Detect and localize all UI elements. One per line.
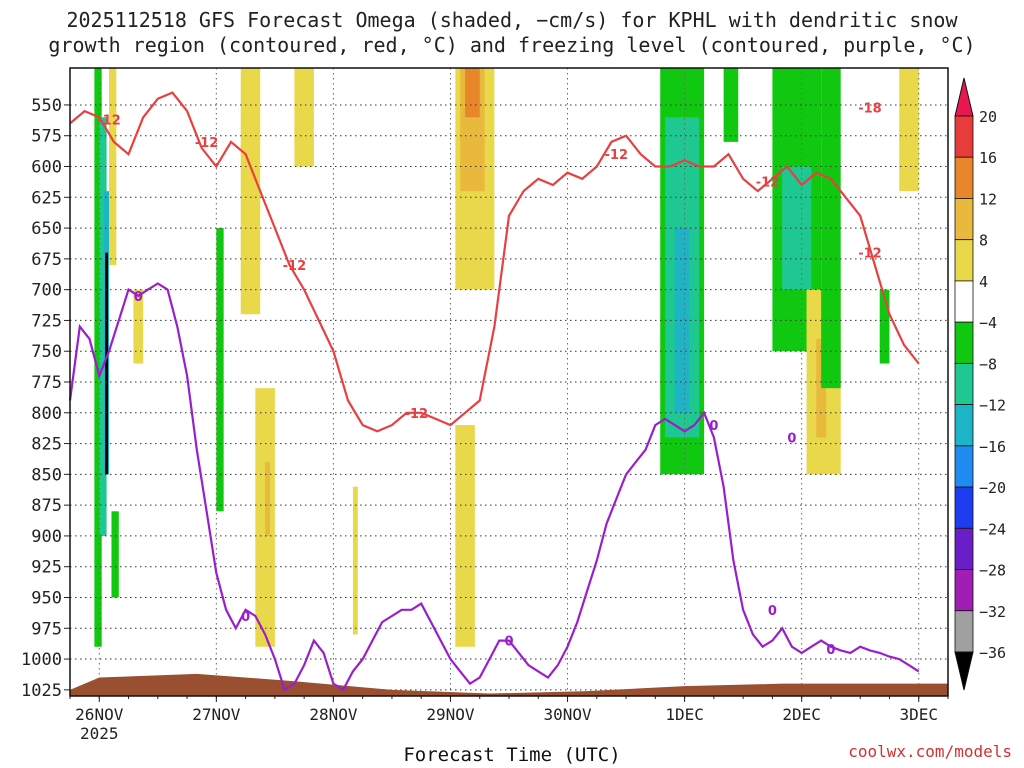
colorbar-box <box>954 362 974 406</box>
colorbar-bottom-arrow <box>954 651 974 691</box>
y-tick-label: 625 <box>31 188 62 208</box>
omega-shade-19 <box>674 228 690 413</box>
colorbar-box <box>954 239 974 282</box>
omega-shade-3 <box>105 252 109 475</box>
x-tick-label: 29NOV <box>426 705 475 724</box>
contour-label: 0 <box>709 419 718 434</box>
contour-label: 0 <box>241 610 250 625</box>
y-tick-label: 675 <box>31 250 62 270</box>
x-tick-sublabel: 2025 <box>80 724 119 743</box>
contour-freezing-level <box>68 282 920 692</box>
x-tick-label: 30NOV <box>543 705 592 724</box>
colorbar-box <box>954 445 974 488</box>
y-tick-label: 600 <box>31 158 62 178</box>
y-tick-label: 900 <box>31 527 62 547</box>
colorbar-box <box>954 115 974 158</box>
y-tick-label: 550 <box>31 96 62 116</box>
x-tick-label: 3DEC <box>899 705 938 724</box>
omega-shade-8 <box>240 68 261 315</box>
contour-label: -12 <box>195 136 219 151</box>
omega-shade-27 <box>899 68 919 192</box>
colorbar-label: 20 <box>979 108 997 126</box>
omega-shade-22 <box>782 166 812 290</box>
omega-shade-12 <box>352 486 358 635</box>
colorbar-box <box>954 486 974 529</box>
colorbar-label: 4 <box>979 273 988 291</box>
x-tick-label: 2DEC <box>782 705 821 724</box>
y-tick-label: 875 <box>31 496 62 516</box>
omega-shade-10 <box>265 462 270 536</box>
y-tick-label: 1000 <box>21 650 62 670</box>
omega-shade-16 <box>465 68 480 118</box>
y-tick-label: 850 <box>31 465 62 485</box>
contour-label: -18 <box>858 101 882 116</box>
x-axis-label: Forecast Time (UTC) <box>403 744 621 766</box>
omega-shade-7 <box>216 228 224 512</box>
colorbar-label: −36 <box>979 644 1006 662</box>
omega-shade-1 <box>99 117 107 536</box>
terrain-band <box>70 673 948 696</box>
contour-label: 0 <box>504 635 513 650</box>
x-tick-label: 27NOV <box>192 705 241 724</box>
contour-label: 0 <box>826 643 835 658</box>
y-tick-label: 1025 <box>21 681 62 701</box>
contour-label: -12 <box>756 175 780 190</box>
colorbar-label: −28 <box>979 562 1006 580</box>
contour-label: -12 <box>405 407 429 422</box>
colorbar-label: −4 <box>979 314 997 332</box>
colorbar-box <box>954 610 974 653</box>
y-tick-label: 700 <box>31 281 62 301</box>
y-tick-label: 575 <box>31 127 62 147</box>
contour-label: 0 <box>768 604 777 619</box>
chart-title-line-1: 2025112518 GFS Forecast Omega (shaded, −… <box>66 8 958 32</box>
y-tick-label: 925 <box>31 558 62 578</box>
contour-label: -12 <box>858 247 882 262</box>
colorbar-label: −16 <box>979 438 1006 456</box>
credit-text: coolwx.com/models <box>848 742 1012 761</box>
colorbar-label: 12 <box>979 190 997 208</box>
colorbar-box <box>954 280 974 323</box>
y-tick-label: 650 <box>31 219 62 239</box>
omega-shade-6 <box>133 289 144 364</box>
colorbar-box <box>954 404 974 447</box>
y-tick-label: 775 <box>31 373 62 393</box>
omega-shade-26 <box>879 289 890 364</box>
contour-label: -12 <box>283 259 307 274</box>
x-tick-label: 1DEC <box>665 705 704 724</box>
y-tick-label: 800 <box>31 404 62 424</box>
colorbar-label: −32 <box>979 603 1006 621</box>
omega-shade-4 <box>111 511 119 598</box>
omega-shade-11 <box>294 68 314 167</box>
chart-title-line-2: growth region (contoured, red, °C) and f… <box>48 33 976 57</box>
y-tick-label: 725 <box>31 311 62 331</box>
y-tick-label: 975 <box>31 619 62 639</box>
contour-label: 0 <box>787 431 796 446</box>
plot-frame <box>69 67 949 697</box>
y-tick-label: 750 <box>31 342 62 362</box>
omega-shade-5 <box>109 68 117 266</box>
colorbar-label: −24 <box>979 520 1006 538</box>
colorbar-label: 16 <box>979 149 997 167</box>
contour-label: 0 <box>134 290 143 305</box>
contour-label: -12 <box>605 148 629 163</box>
colorbar-box <box>954 321 974 364</box>
y-tick-label: 825 <box>31 435 62 455</box>
colorbar-box <box>954 198 974 241</box>
x-tick-label: 26NOV <box>75 705 124 724</box>
colorbar-label: 8 <box>979 232 988 250</box>
colorbar-label: −12 <box>979 397 1006 415</box>
colorbar-box <box>954 527 974 570</box>
x-tick-label: 28NOV <box>309 705 358 724</box>
contour-dgz <box>69 91 920 433</box>
omega-shade-24 <box>816 338 827 438</box>
omega-shade-0 <box>94 68 102 647</box>
colorbar-box <box>954 569 974 612</box>
colorbar-top-arrow <box>954 77 974 117</box>
y-tick-label: 950 <box>31 588 62 608</box>
colorbar-label: −20 <box>979 479 1006 497</box>
colorbar-box <box>954 156 974 199</box>
colorbar-label: −8 <box>979 355 997 373</box>
contour-label: -12 <box>97 114 121 129</box>
